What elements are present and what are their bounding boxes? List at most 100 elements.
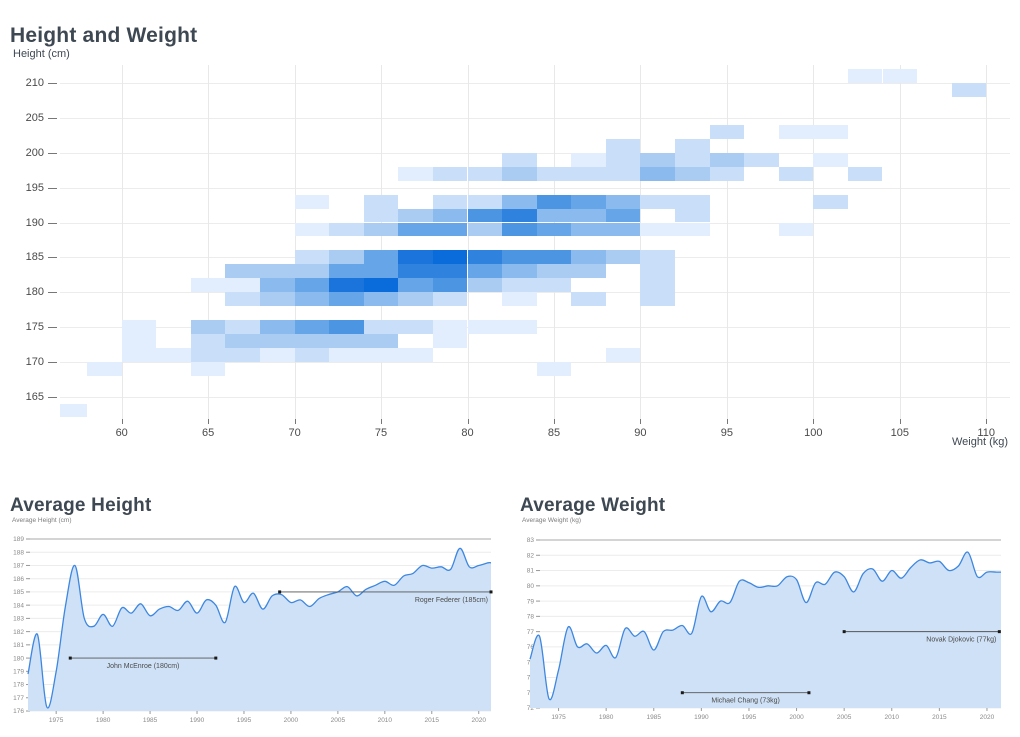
- heatmap-cell[interactable]: [294, 264, 330, 279]
- heatmap-cell[interactable]: [640, 194, 675, 209]
- heatmap-cell[interactable]: [675, 166, 710, 181]
- heatmap-cell[interactable]: [363, 292, 399, 306]
- heatmap-cell[interactable]: [467, 194, 503, 209]
- heatmap-cell[interactable]: [294, 319, 330, 334]
- heatmap-cell[interactable]: [190, 319, 226, 334]
- heatmap-cell[interactable]: [778, 166, 814, 181]
- heatmap-cell[interactable]: [502, 250, 537, 265]
- heatmap-cell[interactable]: [225, 292, 260, 306]
- heatmap-cell[interactable]: [432, 208, 468, 223]
- heatmap-cell[interactable]: [502, 222, 537, 237]
- heatmap-cell[interactable]: [294, 333, 330, 348]
- heatmap-cell[interactable]: [536, 222, 572, 237]
- heatmap-cell[interactable]: [536, 208, 572, 223]
- heatmap-cell[interactable]: [398, 347, 433, 362]
- heatmap-cell[interactable]: [502, 292, 537, 306]
- heatmap-cell[interactable]: [605, 166, 641, 181]
- heatmap-cell[interactable]: [260, 264, 295, 279]
- heatmap-cell[interactable]: [432, 264, 468, 279]
- heatmap-cell[interactable]: [363, 264, 399, 279]
- heatmap-cell[interactable]: [605, 194, 641, 209]
- heatmap-cell[interactable]: [294, 222, 330, 237]
- heatmap-cell[interactable]: [225, 264, 260, 279]
- heatmap-cell[interactable]: [398, 222, 433, 237]
- heatmap-cell[interactable]: [571, 194, 606, 209]
- heatmap-cell[interactable]: [571, 292, 606, 306]
- heatmap-cell[interactable]: [640, 292, 675, 306]
- heatmap-cell[interactable]: [156, 347, 191, 362]
- heatmap-cell[interactable]: [813, 152, 848, 167]
- heatmap-cell[interactable]: [571, 222, 606, 237]
- heatmap-cell[interactable]: [363, 194, 399, 209]
- heatmap-cell[interactable]: [121, 333, 157, 348]
- heatmap-cell[interactable]: [640, 264, 675, 279]
- heatmap-cell[interactable]: [363, 278, 399, 293]
- heatmap-cell[interactable]: [329, 264, 364, 279]
- heatmap-cell[interactable]: [225, 319, 260, 334]
- heatmap-cell[interactable]: [398, 292, 433, 306]
- heatmap-cell[interactable]: [294, 278, 330, 293]
- heatmap-cell[interactable]: [605, 139, 641, 153]
- heatmap-cell[interactable]: [675, 139, 710, 153]
- heatmap-cell[interactable]: [571, 208, 606, 223]
- average-weight-chart[interactable]: Average Weight (kg)727374757677787980818…: [510, 488, 1015, 737]
- heatmap-cell[interactable]: [190, 278, 226, 293]
- heatmap-cell[interactable]: [363, 333, 399, 348]
- heatmap-cell[interactable]: [640, 166, 675, 181]
- heatmap-cell[interactable]: [536, 194, 572, 209]
- heatmap-cell[interactable]: [329, 333, 364, 348]
- heatmap-cell[interactable]: [882, 69, 918, 84]
- heatmap-cell[interactable]: [605, 152, 641, 167]
- heatmap-cell[interactable]: [294, 250, 330, 265]
- heatmap-cell[interactable]: [605, 250, 641, 265]
- heatmap-cell[interactable]: [536, 166, 572, 181]
- heatmap-cell[interactable]: [640, 152, 675, 167]
- heatmap-cell[interactable]: [260, 347, 295, 362]
- heatmap-cell[interactable]: [813, 194, 848, 209]
- heatmap-cell[interactable]: [536, 278, 572, 293]
- heatmap-cell[interactable]: [432, 292, 468, 306]
- heatmap-cell[interactable]: [778, 222, 814, 237]
- heatmap-cell[interactable]: [502, 264, 537, 279]
- heatmap-cell[interactable]: [432, 319, 468, 334]
- heatmap-cell[interactable]: [709, 152, 745, 167]
- heatmap-cell[interactable]: [363, 208, 399, 223]
- heatmap-cell[interactable]: [260, 319, 295, 334]
- heatmap-cell[interactable]: [571, 152, 606, 167]
- heatmap-cell[interactable]: [778, 125, 814, 139]
- heatmap-cell[interactable]: [260, 278, 295, 293]
- heatmap-cell[interactable]: [502, 194, 537, 209]
- heatmap-cell[interactable]: [294, 347, 330, 362]
- heatmap-cell[interactable]: [467, 208, 503, 223]
- heatmap-cell[interactable]: [432, 250, 468, 265]
- heatmap-cell[interactable]: [121, 347, 157, 362]
- heatmap-cell[interactable]: [605, 208, 641, 223]
- heatmap-cell[interactable]: [467, 250, 503, 265]
- heatmap-cell[interactable]: [225, 347, 260, 362]
- heatmap-cell[interactable]: [640, 250, 675, 265]
- average-height-chart[interactable]: Average Height (cm) 176 177 178 179 180 181 182…: [0, 488, 505, 737]
- heatmap-cell[interactable]: [675, 194, 710, 209]
- heatmap-cell[interactable]: [294, 292, 330, 306]
- heatmap-cell[interactable]: [605, 347, 641, 362]
- heatmap-cell[interactable]: [225, 333, 260, 348]
- heatmap-cell[interactable]: [709, 166, 745, 181]
- heatmap-cell[interactable]: [329, 278, 364, 293]
- heatmap-cell[interactable]: [571, 250, 606, 265]
- heatmap-cell[interactable]: [398, 250, 433, 265]
- heatmap-cell[interactable]: [363, 250, 399, 265]
- heatmap-cell[interactable]: [432, 166, 468, 181]
- heatmap-cell[interactable]: [329, 292, 364, 306]
- heatmap-cell[interactable]: [467, 278, 503, 293]
- heatmap-cell[interactable]: [502, 319, 537, 334]
- heatmap-cell[interactable]: [398, 278, 433, 293]
- heatmap-cell[interactable]: [467, 222, 503, 237]
- heatmap-cell[interactable]: [640, 222, 675, 237]
- heatmap-cell[interactable]: [398, 319, 433, 334]
- heatmap-cell[interactable]: [87, 361, 122, 376]
- heatmap-cell[interactable]: [190, 347, 226, 362]
- heatmap-cell[interactable]: [398, 208, 433, 223]
- heatmap-cell[interactable]: [398, 264, 433, 279]
- heatmap-cell[interactable]: [363, 319, 399, 334]
- heatmap-cell[interactable]: [675, 208, 710, 223]
